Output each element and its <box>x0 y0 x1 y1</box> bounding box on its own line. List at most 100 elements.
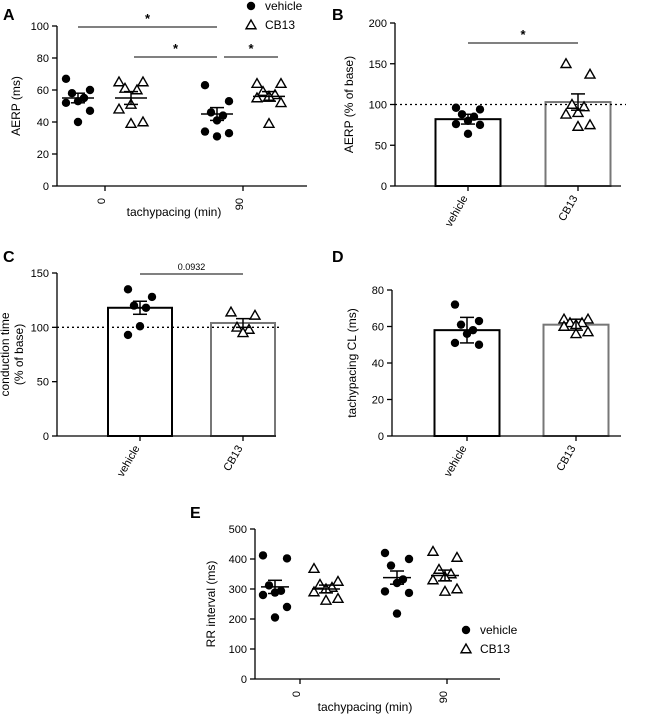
data-point-cb13 <box>426 545 440 556</box>
y-tick-label: 400 <box>229 554 247 566</box>
panel-label: A <box>3 7 15 24</box>
y-tick-label: 100 <box>31 322 49 334</box>
panel-label: D <box>332 249 344 266</box>
panel-a: A 0 20 40 60 80 100 AERP (ms) 0 90 tachypacing (mi… <box>3 0 307 219</box>
data-point-cb13 <box>581 312 595 324</box>
data-point-vehicle <box>123 330 133 340</box>
data-point-vehicle <box>206 108 216 117</box>
data-point-vehicle <box>246 1 256 11</box>
x-tick-label: 90 <box>234 198 246 210</box>
bar-cb13 <box>542 323 610 437</box>
x-tick-label: CB13 <box>221 444 245 474</box>
y-tick-label: 0 <box>43 431 49 443</box>
data-point-vehicle <box>85 106 95 116</box>
data-point-vehicle <box>264 581 274 590</box>
x-tick-label: vehicle <box>115 444 143 480</box>
data-point-cb13 <box>571 106 585 118</box>
data-point-cb13 <box>112 102 126 114</box>
y-axis-label: tachypacing CL (ms) <box>345 308 359 418</box>
data-point-cb13 <box>331 592 345 604</box>
data-point-cb13 <box>319 593 333 605</box>
data-point-vehicle <box>461 625 471 635</box>
data-point-cb13 <box>569 327 583 339</box>
data-point-cb13 <box>450 551 464 562</box>
data-point-vehicle <box>224 97 234 106</box>
data-point-cb13 <box>565 98 579 109</box>
data-point-cb13 <box>307 562 321 574</box>
y-axis-label: (% of base) <box>12 324 26 385</box>
y-tick-label: 40 <box>372 358 384 370</box>
data-point-vehicle <box>147 292 157 302</box>
data-point-vehicle <box>451 119 461 129</box>
y-tick-label: 80 <box>372 285 384 297</box>
data-point-cb13 <box>426 573 440 585</box>
data-point-vehicle <box>141 303 151 312</box>
data-point-cb13 <box>459 642 473 654</box>
data-point-vehicle <box>404 554 414 564</box>
data-point-vehicle <box>474 340 484 349</box>
y-tick-label: 500 <box>229 524 247 536</box>
data-point-cb13 <box>248 308 262 320</box>
data-point-vehicle <box>475 120 485 130</box>
data-point-vehicle <box>258 590 268 600</box>
x-tick-label: 90 <box>438 691 450 703</box>
significance-label: * <box>145 11 151 26</box>
x-axis-label: tachypacing (min) <box>318 700 413 714</box>
data-point-cb13 <box>557 320 571 331</box>
data-point-vehicle <box>61 74 71 84</box>
data-point-cb13 <box>136 115 150 127</box>
legend-label-cb13: CB13 <box>265 18 295 32</box>
legend-label-cb13: CB13 <box>480 642 510 656</box>
data-point-vehicle <box>224 129 234 138</box>
data-point-cb13 <box>313 578 327 589</box>
significance-label: 0.0932 <box>178 262 206 272</box>
data-point-cb13 <box>250 77 264 89</box>
data-point-vehicle <box>212 132 222 141</box>
data-point-cb13 <box>571 120 585 131</box>
legend-label-vehicle: vehicle <box>480 623 518 637</box>
data-point-cb13 <box>450 582 464 594</box>
y-tick-label: 80 <box>37 53 49 65</box>
data-point-cb13 <box>559 107 573 119</box>
bar-vehicle <box>434 118 502 187</box>
x-tick-label: CB13 <box>556 194 580 224</box>
significance-label: * <box>520 27 526 42</box>
data-point-cb13 <box>112 75 126 87</box>
y-tick-label: 150 <box>31 268 49 280</box>
data-point-vehicle <box>474 316 484 326</box>
data-point-vehicle <box>200 81 210 90</box>
panel-label: E <box>190 505 201 522</box>
data-point-vehicle <box>135 322 145 331</box>
significance-label: * <box>248 41 254 56</box>
x-tick-label: 0 <box>291 691 303 697</box>
data-point-cb13 <box>136 75 150 87</box>
data-point-cb13 <box>438 584 452 596</box>
data-point-cb13 <box>242 323 256 334</box>
y-tick-label: 200 <box>369 18 387 30</box>
data-point-vehicle <box>61 98 71 108</box>
y-tick-label: 0 <box>378 431 384 443</box>
data-point-vehicle <box>85 85 95 95</box>
data-point-vehicle <box>129 301 139 310</box>
data-point-cb13 <box>124 117 138 129</box>
y-tick-label: 40 <box>37 117 49 129</box>
data-point-cb13 <box>250 91 264 103</box>
y-tick-label: 0 <box>43 181 49 193</box>
y-tick-label: 0 <box>381 181 387 193</box>
data-point-vehicle <box>463 129 473 139</box>
y-tick-label: 60 <box>372 322 384 334</box>
data-point-cb13 <box>307 585 321 597</box>
data-point-vehicle <box>73 117 83 127</box>
data-point-cb13 <box>331 575 345 586</box>
y-axis-label: RR interval (ms) <box>204 561 218 648</box>
data-point-cb13 <box>262 117 276 129</box>
data-point-vehicle <box>456 320 466 329</box>
data-point-vehicle <box>200 127 210 136</box>
data-point-cb13 <box>583 67 597 79</box>
data-point-cb13 <box>236 326 250 338</box>
x-tick-label: CB13 <box>554 444 578 474</box>
data-point-cb13 <box>583 118 597 130</box>
data-point-cb13 <box>224 305 238 317</box>
data-point-cb13 <box>559 57 573 69</box>
